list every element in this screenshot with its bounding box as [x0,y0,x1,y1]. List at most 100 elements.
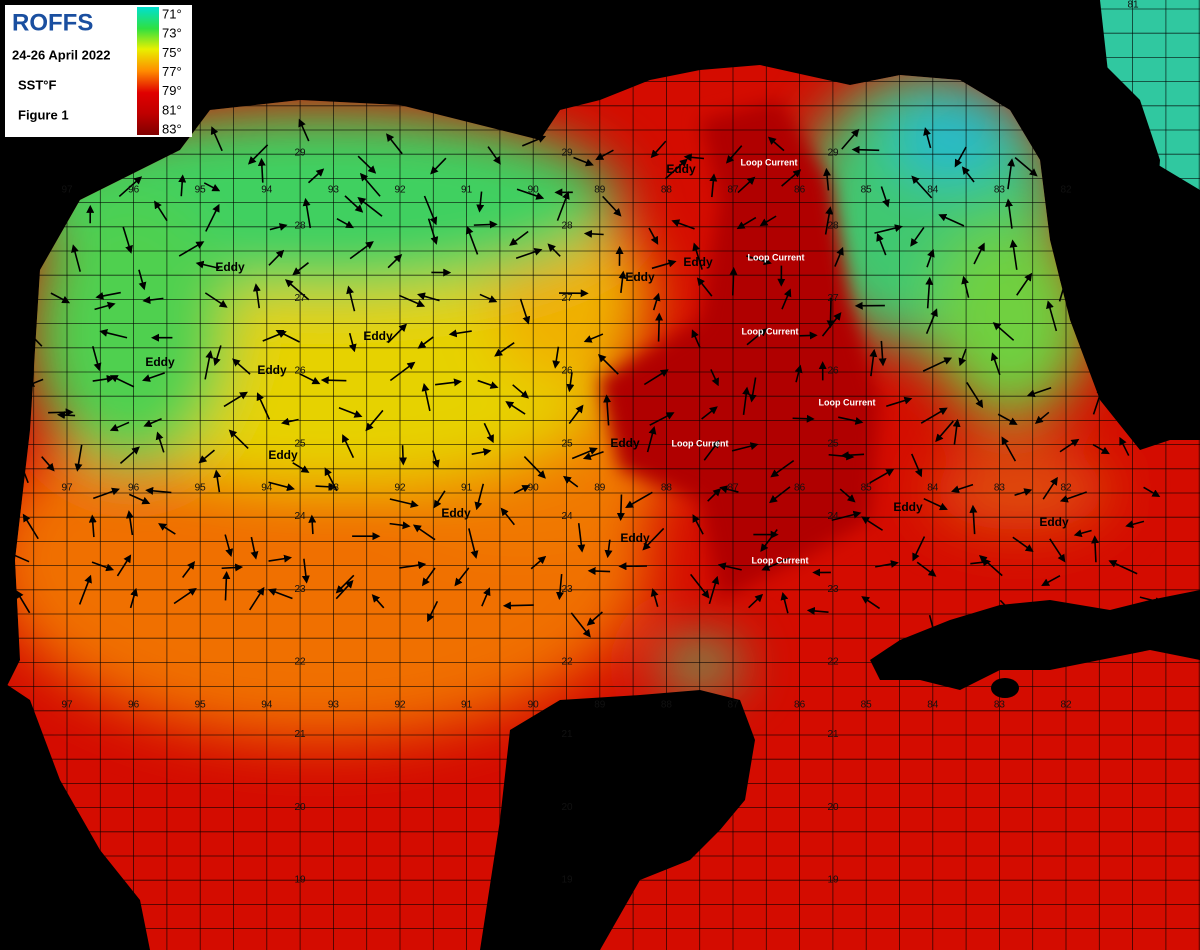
longitude-label: 95 [195,700,207,711]
longitude-label: 90 [528,700,540,711]
legend-label: 79° [162,83,182,98]
current-arrow [50,292,71,304]
current-arrow [387,253,403,269]
latitude-label: 21 [294,729,306,740]
loop-current-label: Loop Current [741,157,798,167]
current-arrow [650,588,659,607]
current-arrow [20,324,43,347]
current-arrow [308,514,317,535]
current-arrow [990,352,1001,376]
current-arrow [71,244,81,272]
current-arrow [794,364,803,383]
eddy-label: Eddy [215,260,245,274]
current-arrow [118,176,143,198]
measure: SST°F [18,77,56,92]
current-arrow [399,561,427,570]
current-arrow [99,328,128,339]
current-arrow [707,488,722,502]
latitude-label: 27 [561,293,573,304]
current-arrow [729,266,738,296]
current-arrow [910,453,923,478]
current-arrow [224,534,234,557]
current-arrow [717,562,742,571]
current-arrow [748,593,764,609]
current-arrow [1108,560,1138,575]
longitude-label: 85 [861,185,873,196]
latitude-label: 23 [561,584,573,595]
current-arrow [320,376,347,385]
current-arrow [494,342,515,357]
current-arrow [116,554,132,577]
current-arrow [275,329,300,343]
current-arrow [966,382,984,409]
current-arrow [477,379,499,389]
current-arrow [509,230,529,246]
current-arrow [651,259,677,270]
color-scale [137,7,159,135]
longitude-label: 94 [261,483,273,494]
longitude-label: 82 [1060,700,1072,711]
current-arrow [336,218,354,229]
current-arrow [587,567,611,576]
current-arrow [210,126,223,152]
longitude-label: 87 [727,483,739,494]
current-arrow [125,510,134,536]
latitude-label: 27 [827,293,839,304]
longitude-label: 87 [727,185,739,196]
current-arrow [1073,529,1092,538]
current-arrow [671,219,695,230]
current-arrow [799,331,818,340]
latitude-label: 25 [561,438,573,449]
current-arrow [198,449,215,464]
current-arrow [421,567,436,587]
current-arrow [618,270,627,293]
eddy-label: Eddy [257,363,287,377]
current-arrow [1125,520,1145,529]
longitude-label: 91 [461,185,473,196]
longitude-label: 94 [261,185,273,196]
latitude-label: 19 [294,875,306,886]
current-arrow [302,197,312,229]
current-arrow [78,574,92,605]
current-arrow [709,173,718,198]
eddy-label: Eddy [625,270,655,284]
current-arrow [143,417,162,428]
current-arrow [874,224,903,234]
latitude-label: 25 [827,438,839,449]
longitude-label: 93 [328,483,340,494]
longitude-label: 86 [794,700,806,711]
latitude-label: 22 [294,657,306,668]
current-arrow [465,225,479,255]
longitude-label: 87 [727,700,739,711]
current-arrow [603,394,612,426]
latitude-label: 20 [561,802,573,813]
current-arrow [1143,486,1161,498]
current-arrow [1007,158,1016,190]
current-arrow [1034,411,1050,424]
latitude-label: 19 [561,875,573,886]
current-arrow [223,391,248,408]
longitude-label: 96 [128,700,140,711]
current-arrow [92,374,115,383]
current-arrow [173,587,197,605]
current-arrow [692,514,704,535]
current-arrow [500,507,515,526]
current-arrow [307,168,325,184]
longitude-label: 94 [261,700,273,711]
current-arrow [389,521,411,530]
current-arrow [109,375,135,388]
longitude-label: 96 [128,185,140,196]
longitude-label: 88 [661,700,673,711]
current-arrow [268,249,285,266]
current-arrow [821,312,842,337]
longitude-label: 86 [794,185,806,196]
eddy-label: Eddy [683,255,713,269]
current-arrow [869,468,895,484]
longitude-label: 83 [994,483,1006,494]
current-arrow [221,563,244,572]
eddy-label: Eddy [145,355,175,369]
current-arrow [563,475,579,488]
current-arrow [736,216,757,230]
latitude-label: 22 [827,657,839,668]
